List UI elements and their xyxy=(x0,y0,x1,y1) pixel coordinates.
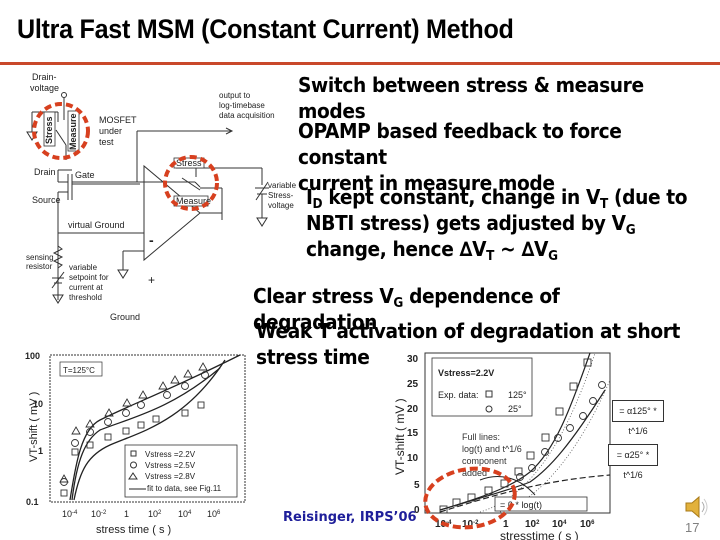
bullet-line: change, hence ∆VT ~ ∆VG xyxy=(306,237,558,264)
svg-text:log-timebase: log-timebase xyxy=(219,101,265,110)
svg-text:10: 10 xyxy=(33,399,43,409)
svg-text:VT-shift ( mV ): VT-shift ( mV ) xyxy=(393,398,407,475)
svg-text:Vstress =2.8V: Vstress =2.8V xyxy=(145,472,196,481)
svg-text:104: 104 xyxy=(552,519,567,530)
svg-text:Vstress =2.2V: Vstress =2.2V xyxy=(145,450,196,459)
svg-text:10-4: 10-4 xyxy=(62,509,78,519)
speaker-icon[interactable] xyxy=(683,494,709,520)
chart-vt-shift-linear: 30 25 20 15 10 5 0 10-4 10-2 1 102 104 1… xyxy=(393,352,611,540)
page-number: 17 xyxy=(685,520,700,535)
circuit-diagram: Drain- voltage MOSFET under test Drain G… xyxy=(26,72,297,322)
svg-text:Measure: Measure xyxy=(68,113,78,150)
svg-text:= β * log(t): = β * log(t) xyxy=(500,500,542,510)
svg-text:10-2: 10-2 xyxy=(91,509,107,519)
svg-text:variable: variable xyxy=(69,263,98,272)
svg-text:current at: current at xyxy=(69,283,104,292)
svg-text:component: component xyxy=(462,456,507,466)
chart-vt-shift-loglog: 100 10 1 0.1 10-4 10-2 1 102 104 106 str… xyxy=(25,351,246,536)
svg-text:25: 25 xyxy=(407,379,419,390)
svg-text:Stress-: Stress- xyxy=(268,191,294,200)
slide-title: Ultra Fast MSM (Constant Current) Method xyxy=(17,14,514,44)
bullet-line: NBTI stress) gets adjusted by VG xyxy=(306,211,636,238)
svg-text:10: 10 xyxy=(407,453,419,464)
svg-text:102: 102 xyxy=(148,509,162,519)
highlight-circle-stress-measure xyxy=(163,155,219,211)
svg-text:setpoint for: setpoint for xyxy=(69,273,109,282)
svg-text:Drain-: Drain- xyxy=(32,72,57,82)
svg-text:stress time ( s ): stress time ( s ) xyxy=(96,524,171,536)
title-divider xyxy=(0,62,720,65)
formula-alpha-125: = α125° * t^1/6 xyxy=(612,400,664,436)
svg-text:virtual Ground: virtual Ground xyxy=(68,220,125,230)
citation: Reisinger, IRPS’06 xyxy=(283,510,417,525)
svg-text:Measure: Measure xyxy=(176,196,211,206)
svg-text:15: 15 xyxy=(407,428,419,439)
svg-text:output to: output to xyxy=(219,91,251,100)
svg-text:Vstress=2.2V: Vstress=2.2V xyxy=(438,368,494,378)
svg-text:-: - xyxy=(149,232,154,248)
svg-text:threshold: threshold xyxy=(69,293,102,302)
formula-alpha-25: = α25° * t^1/6 xyxy=(608,444,658,480)
svg-text:MOSFET: MOSFET xyxy=(99,115,137,125)
svg-text:5: 5 xyxy=(414,480,420,491)
svg-text:106: 106 xyxy=(580,519,595,530)
svg-text:1: 1 xyxy=(124,509,129,519)
svg-text:Vstress =2.5V: Vstress =2.5V xyxy=(145,461,196,470)
bullet-line: ID kept constant, change in VT (due to xyxy=(306,185,688,212)
svg-text:25°: 25° xyxy=(508,404,522,414)
bullet-line: OPAMP based feedback to force constant xyxy=(298,119,622,169)
highlight-circle-switch xyxy=(32,102,90,160)
bullet-line: stress time xyxy=(256,345,370,369)
svg-text:0.1: 0.1 xyxy=(26,497,39,507)
bullet-weak-t-activation: Weak T activation of degradation at shor… xyxy=(256,318,680,370)
svg-text:+: + xyxy=(148,273,155,287)
bullet-line: current in measure mode xyxy=(298,171,555,195)
svg-text:Gate: Gate xyxy=(75,170,95,180)
svg-text:1: 1 xyxy=(503,519,509,530)
bullet-opamp-feedback: OPAMP based feedback to force constant c… xyxy=(298,118,690,196)
svg-text:sensing: sensing xyxy=(26,253,54,262)
svg-text:Drain: Drain xyxy=(34,167,56,177)
svg-text:Exp. data:: Exp. data: xyxy=(438,390,479,400)
bullet-line: Weak T activation of degradation at shor… xyxy=(256,319,681,343)
svg-text:106: 106 xyxy=(207,509,221,519)
svg-text:data acquisition: data acquisition xyxy=(219,111,275,120)
bullet-id-constant: ID kept constant, change in VT (due to N… xyxy=(306,184,688,264)
svg-text:125°: 125° xyxy=(508,390,527,400)
svg-text:voltage: voltage xyxy=(30,83,59,93)
svg-text:added: added xyxy=(462,468,487,478)
svg-text:voltage: voltage xyxy=(268,201,294,210)
highlight-ellipse-short-time xyxy=(423,466,517,530)
svg-text:variable: variable xyxy=(268,181,297,190)
svg-text:under: under xyxy=(99,126,122,136)
svg-text:log(t) and t^1/6: log(t) and t^1/6 xyxy=(462,444,522,454)
svg-text:10-2: 10-2 xyxy=(462,519,479,530)
svg-text:test: test xyxy=(99,137,114,147)
bullet-switch-modes: Switch between stress & measure modes xyxy=(298,73,644,123)
svg-text:fit to data, see Fig.11: fit to data, see Fig.11 xyxy=(147,484,222,493)
svg-text:Stress: Stress xyxy=(176,158,202,168)
svg-text:Full lines:: Full lines: xyxy=(462,432,500,442)
svg-text:104: 104 xyxy=(178,509,192,519)
svg-text:Source: Source xyxy=(32,195,61,205)
svg-text:20: 20 xyxy=(407,404,419,415)
svg-text:1: 1 xyxy=(38,446,43,456)
svg-text:100: 100 xyxy=(25,351,40,361)
svg-text:resistor: resistor xyxy=(26,262,53,271)
bullet-stress-vg-dependence: Clear stress VG dependence of degradatio… xyxy=(253,284,560,334)
svg-text:T=125°C: T=125°C xyxy=(63,366,95,375)
svg-text:VT-shift ( mV ): VT-shift ( mV ) xyxy=(28,392,40,462)
svg-text:stresstime ( s ): stresstime ( s ) xyxy=(500,529,579,540)
svg-text:Ground: Ground xyxy=(110,312,140,322)
svg-text:Stress: Stress xyxy=(44,116,54,144)
svg-text:0: 0 xyxy=(414,505,420,516)
svg-text:102: 102 xyxy=(525,519,540,530)
svg-text:30: 30 xyxy=(407,354,419,365)
